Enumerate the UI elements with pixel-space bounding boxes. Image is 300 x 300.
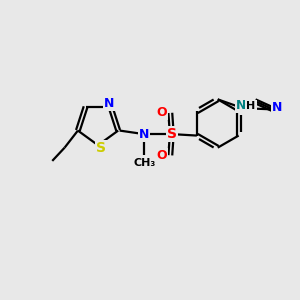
Text: N: N	[104, 98, 114, 110]
Text: N: N	[139, 128, 149, 141]
Text: N: N	[272, 101, 283, 114]
Text: N: N	[236, 99, 247, 112]
Text: S: S	[96, 141, 106, 155]
Text: O: O	[157, 106, 167, 119]
Text: CH₃: CH₃	[134, 158, 156, 168]
Text: H: H	[246, 101, 256, 111]
Text: O: O	[157, 149, 167, 162]
Text: S: S	[167, 127, 177, 141]
